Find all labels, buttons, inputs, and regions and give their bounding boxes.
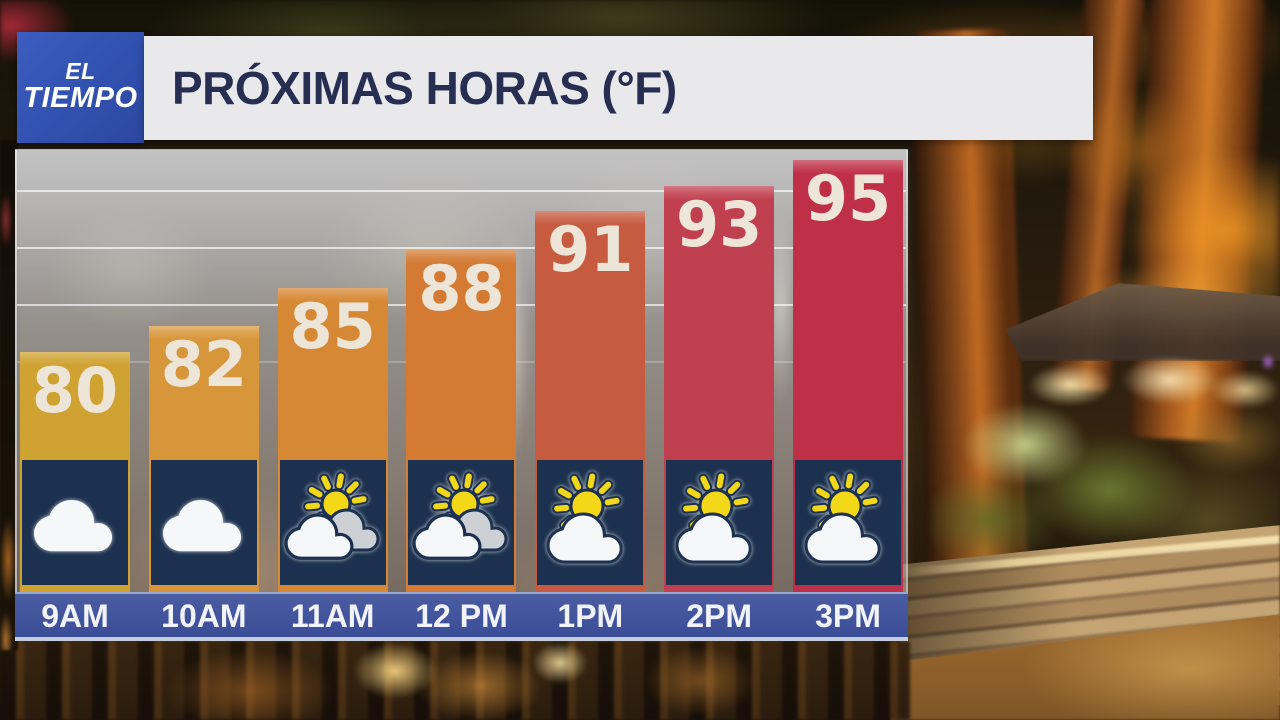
page-title: PRÓXIMAS HORAS (°F): [172, 62, 677, 114]
sun-behind-cloud-icon: [546, 471, 624, 564]
logo-line1: EL: [65, 58, 96, 85]
sun-behind-clouds-icon: [284, 471, 380, 560]
temperature-value: 80: [31, 354, 119, 427]
forecast-column-1pm: 91: [535, 149, 646, 592]
temperature-value: 82: [160, 328, 247, 401]
forecast-column-10am: 82: [148, 149, 259, 592]
forecast-column-9am: 80: [20, 149, 130, 592]
time-label: 9AM: [41, 597, 109, 634]
time-axis-band: 9AM 10AM 11AM 12 PM 1PM 2PM 3PM: [15, 592, 908, 641]
time-label: 11AM: [290, 597, 375, 634]
time-label: 1PM: [557, 597, 624, 634]
photo-left-edge: [0, 140, 18, 650]
temperature-value: 91: [547, 213, 634, 286]
time-label: 3PM: [815, 597, 881, 634]
condition-icon-box: [408, 460, 515, 585]
sun-behind-cloud-icon: [804, 471, 881, 564]
forecast-columns: 80 82 85 88 91 93 95: [15, 149, 908, 592]
condition-icon-box: [794, 460, 901, 585]
el-tiempo-logo: EL TIEMPO: [17, 32, 144, 143]
temperature-value: 95: [804, 162, 892, 235]
time-label: 10AM: [161, 597, 247, 634]
hourly-forecast-chart: 80 82 85 88 91 93 95 9AM 10AM 11AM 12 PM 1PM 2PM 3PM: [15, 149, 908, 641]
logo-line2: TIEMPO: [23, 82, 138, 115]
time-label: 2PM: [686, 597, 753, 634]
condition-icon-box: [22, 460, 128, 585]
gridline: [17, 247, 906, 249]
condition-icon-box: [150, 460, 257, 585]
title-banner: PRÓXIMAS HORAS (°F): [144, 36, 1093, 140]
forecast-column-3pm: 95: [792, 149, 903, 592]
cloud-icon: [162, 500, 241, 552]
photo-water-reflections: [0, 641, 910, 720]
temperature-value: 85: [289, 290, 376, 363]
condition-icon-box: [666, 460, 773, 585]
gridline: [17, 190, 906, 192]
condition-icon-box: [537, 460, 644, 585]
sun-behind-clouds-icon: [412, 471, 508, 560]
temperature-value: 88: [418, 252, 505, 325]
forecast-column-2pm: 93: [664, 149, 775, 592]
time-label: 12 PM: [415, 597, 508, 634]
sun-behind-cloud-icon: [675, 471, 752, 564]
condition-icon-box: [279, 460, 386, 585]
cloud-icon: [34, 500, 113, 552]
temperature-value: 93: [676, 188, 763, 261]
forecast-column-11am: 85: [277, 149, 388, 592]
forecast-column-12pm: 88: [406, 149, 517, 592]
